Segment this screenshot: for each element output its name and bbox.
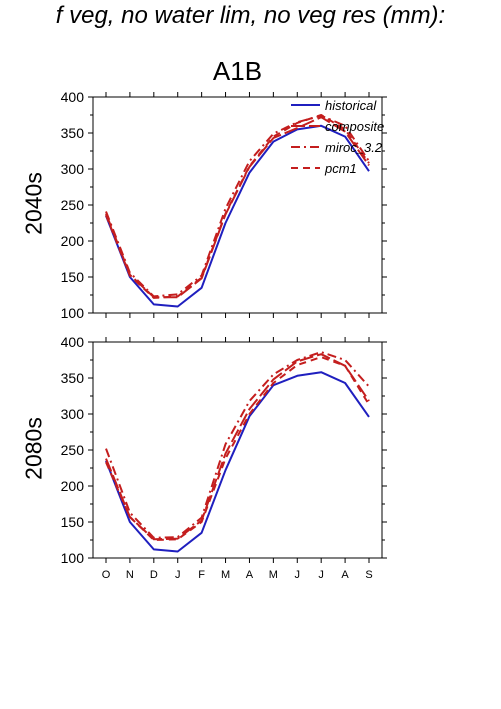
y-tick-label: 100 bbox=[61, 305, 85, 321]
y-tick-label: 250 bbox=[61, 197, 85, 213]
x-tick-label: J bbox=[175, 569, 181, 581]
x-tick-label: D bbox=[150, 569, 158, 581]
x-tick-label: F bbox=[198, 569, 205, 581]
page-title: f veg, no water lim, no veg res (mm): bbox=[55, 2, 446, 29]
y-tick-label: 400 bbox=[61, 89, 85, 105]
legend-label: historical bbox=[325, 98, 377, 113]
legend-label: composite bbox=[325, 119, 384, 134]
x-tick-label: O bbox=[102, 569, 111, 581]
y-tick-label: 150 bbox=[61, 514, 85, 530]
series-line-miroc-3-2 bbox=[105, 351, 370, 539]
plot-frame-2080s bbox=[92, 341, 383, 559]
y-tick-label: 300 bbox=[61, 406, 85, 422]
x-tick-label: S bbox=[365, 569, 372, 581]
legend-label: pcm1 bbox=[324, 161, 357, 176]
x-tick-label: M bbox=[269, 569, 278, 581]
x-tick-label: A bbox=[246, 569, 254, 581]
x-tick-label: J bbox=[295, 569, 301, 581]
y-tick-label: 150 bbox=[61, 269, 85, 285]
legend-label: miroc_3.2 bbox=[325, 140, 383, 155]
y-tick-label: 350 bbox=[61, 125, 85, 141]
scenario-title: A1B bbox=[212, 56, 263, 86]
x-tick-label: N bbox=[126, 569, 134, 581]
x-tick-label: J bbox=[318, 569, 324, 581]
y-tick-label: 100 bbox=[61, 550, 85, 566]
y-tick-label: 400 bbox=[61, 334, 85, 350]
y-tick-label: 200 bbox=[61, 233, 85, 249]
series-line-composite bbox=[105, 353, 370, 541]
y-tick-label: 250 bbox=[61, 442, 85, 458]
series-line-pcm1 bbox=[105, 356, 370, 541]
series-line-miroc-3-2 bbox=[105, 114, 370, 298]
series-line-historical bbox=[105, 124, 370, 308]
y-tick-label: 350 bbox=[61, 370, 85, 386]
series-line-historical bbox=[105, 371, 370, 553]
y-tick-label: 200 bbox=[61, 478, 85, 494]
x-tick-label: A bbox=[341, 569, 349, 581]
x-tick-label: M bbox=[221, 569, 230, 581]
y-tick-label: 300 bbox=[61, 161, 85, 177]
